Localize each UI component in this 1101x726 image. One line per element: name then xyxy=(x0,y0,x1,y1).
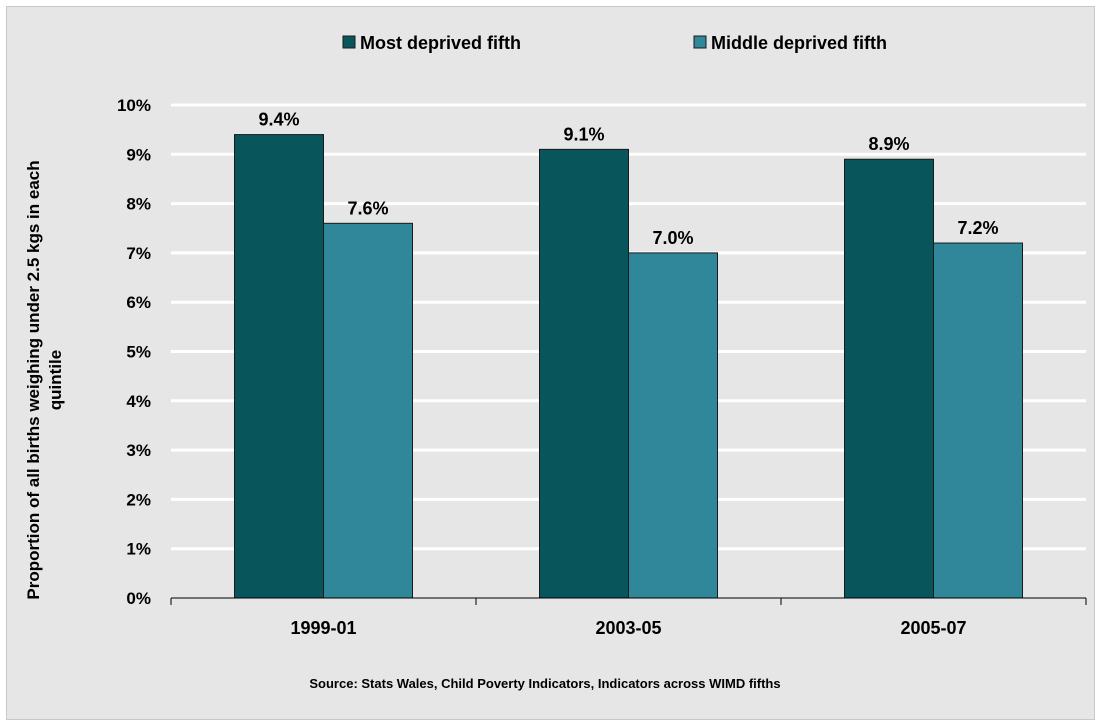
y-axis-title-line: Proportion of all births weighing under … xyxy=(24,160,43,599)
data-label: 7.2% xyxy=(957,218,998,238)
data-label: 7.6% xyxy=(347,198,388,218)
y-axis-title: Proportion of all births weighing under … xyxy=(24,160,65,599)
y-tick-label: 5% xyxy=(126,343,151,362)
bar-middle-deprived xyxy=(323,222,413,599)
y-tick-label: 8% xyxy=(126,195,151,214)
axes xyxy=(170,597,1087,605)
bar-middle-deprived xyxy=(628,252,718,599)
y-tick-label: 3% xyxy=(126,441,151,460)
bar-most-deprived xyxy=(844,158,934,599)
legend-swatch xyxy=(693,35,707,49)
x-tick-label: 2005-07 xyxy=(900,618,966,638)
bar-chart: 0% 1% 2% 3% 4% 5% 6% 7% 8% 9% 10% 1999-01 2003-05 20… xyxy=(24,33,1087,691)
bar-most-deprived xyxy=(539,148,629,599)
y-tick-label: 10% xyxy=(117,96,151,115)
y-tick-label: 2% xyxy=(126,490,151,509)
legend-label: Most deprived fifth xyxy=(360,33,521,53)
source-note: Source: Stats Wales, Child Poverty Indic… xyxy=(309,676,780,691)
bar-most-deprived xyxy=(234,134,324,599)
bar-middle-deprived xyxy=(933,242,1023,599)
y-tick-label: 6% xyxy=(126,293,151,312)
y-axis-title-line: quintile xyxy=(46,350,65,410)
x-tick-labels: 1999-01 2003-05 2005-07 xyxy=(290,618,966,638)
x-tick-label: 1999-01 xyxy=(290,618,356,638)
y-tick-label: 7% xyxy=(126,244,151,263)
y-tick-label: 4% xyxy=(126,392,151,411)
y-tick-label: 1% xyxy=(126,540,151,559)
y-tick-label: 9% xyxy=(126,145,151,164)
data-label: 9.1% xyxy=(563,124,604,144)
y-tick-labels: 0% 1% 2% 3% 4% 5% 6% 7% 8% 9% 10% xyxy=(117,96,151,608)
legend: Most deprived fifth Middle deprived fifth xyxy=(342,33,887,53)
chart-frame: 0% 1% 2% 3% 4% 5% 6% 7% 8% 9% 10% 1999-01 2003-05 20… xyxy=(6,6,1095,720)
data-label: 7.0% xyxy=(652,228,693,248)
legend-swatch xyxy=(342,35,356,49)
legend-label: Middle deprived fifth xyxy=(711,33,887,53)
data-label: 9.4% xyxy=(258,110,299,130)
data-labels: 9.4% 7.6% 9.1% 7.0% 8.9% 7.2% xyxy=(258,110,998,248)
x-tick-label: 2003-05 xyxy=(595,618,661,638)
y-tick-label: 0% xyxy=(126,589,151,608)
data-label: 8.9% xyxy=(868,134,909,154)
